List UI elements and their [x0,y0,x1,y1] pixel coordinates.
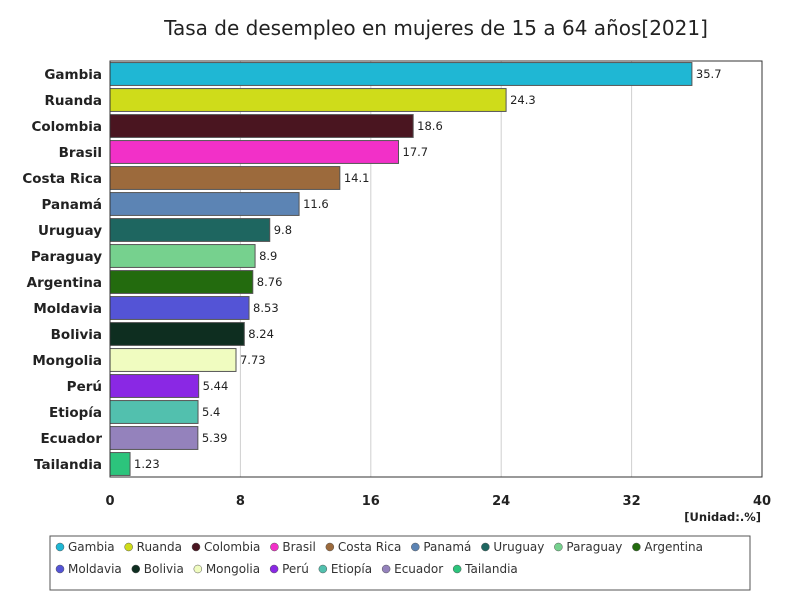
legend-label: Tailandia [464,562,518,576]
legend-marker [270,542,279,552]
chart-title: Tasa de desempleo en mujeres de 15 a 64 … [163,16,708,40]
data-label: 35.7 [696,67,722,81]
category-label: Ecuador [40,431,102,447]
data-labels: 35.7 24.3 18.6 17.7 14.1 11.6 9.8 8.9 8.76 8.53 8.… [134,67,721,471]
data-label: 5.39 [202,431,228,445]
legend-label: Gambia [68,540,115,554]
legend-label: Costa Rica [338,540,401,554]
bar [109,192,300,216]
legend-label: Argentina [644,540,703,554]
x-tick-labels: 0 8 16 24 32 40 [105,494,771,509]
bar [109,166,341,190]
legend-marker [381,564,391,574]
legend-label: Paraguay [566,540,622,554]
legend: Gambia Ruanda Colombia Brasil Costa Rica Pana… [49,535,751,591]
legend-marker [325,542,335,552]
data-label: 17.7 [403,145,429,159]
category-label: Perú [67,379,102,395]
x-tick-label: 24 [492,494,510,509]
category-label: Gambia [44,67,102,83]
bar [109,114,414,138]
legend-marker [554,542,563,552]
plot-frame [109,60,763,478]
legend-label: Brasil [282,540,315,554]
legend-marker [318,564,328,574]
data-label: 8.9 [259,249,277,263]
data-label: 8.24 [248,327,274,341]
category-label: Uruguay [38,223,102,239]
legend-label: Ruanda [137,540,182,554]
legend-marker [632,542,641,552]
data-label: 5.4 [202,405,220,419]
data-label: 1.23 [134,457,160,471]
bar [109,400,199,424]
x-tick-label: 0 [105,494,114,509]
legend-label: Uruguay [493,540,544,554]
bar [109,348,237,372]
legend-marker [193,564,203,574]
data-label: 7.73 [240,353,266,367]
legend-marker [411,542,420,552]
unit-label: [Unidad:.%] [684,510,761,524]
bar [109,88,507,112]
bar [109,452,131,476]
category-label: Tailandia [34,457,102,473]
legend-marker [131,564,141,574]
category-label: Etiopía [49,405,102,421]
legend-label: Etiopía [331,562,372,576]
category-label: Ruanda [44,93,102,109]
bar [109,426,199,450]
category-label: Brasil [59,145,102,161]
legend-label: Moldavia [68,562,122,576]
data-label: 8.76 [257,275,283,289]
legend-label: Perú [282,562,309,576]
legend-marker [124,542,133,552]
data-label: 9.8 [274,223,292,237]
bar [109,270,254,294]
data-label: 5.44 [203,379,229,393]
data-label: 14.1 [344,171,370,185]
legend-label: Ecuador [394,562,443,576]
data-label: 11.6 [303,197,329,211]
legend-marker [452,564,462,574]
bar [109,296,250,320]
category-label: Colombia [31,119,102,135]
category-label: Mongolia [32,353,102,369]
bar [109,218,271,242]
legend-marker [55,542,65,552]
category-label: Costa Rica [22,171,102,187]
legend-label: Bolivia [144,562,184,576]
x-tick-label: 16 [362,494,380,509]
legend-label: Colombia [204,540,260,554]
legend-marker [191,542,201,552]
data-label: 18.6 [417,119,443,133]
bar [109,374,200,398]
category-label: Paraguay [31,249,102,265]
bars [109,62,693,476]
bar [109,244,256,268]
x-tick-label: 40 [753,494,771,509]
category-label: Panamá [41,197,102,213]
category-label: Moldavia [33,301,102,317]
data-label: 8.53 [253,301,279,315]
legend-marker [481,542,490,552]
legend-label: Mongolia [206,562,260,576]
category-labels: Gambia Ruanda Colombia Brasil Costa Rica Pana… [22,67,102,473]
category-label: Argentina [27,275,102,291]
legend-label: Panamá [423,540,471,554]
bar [109,62,693,86]
x-tick-label: 32 [623,494,641,509]
category-label: Bolivia [51,327,102,343]
data-label: 24.3 [510,93,536,107]
bar [109,140,400,164]
legend-marker [269,564,279,574]
bar [109,322,245,346]
legend-marker [55,564,65,574]
x-tick-label: 8 [236,494,245,509]
